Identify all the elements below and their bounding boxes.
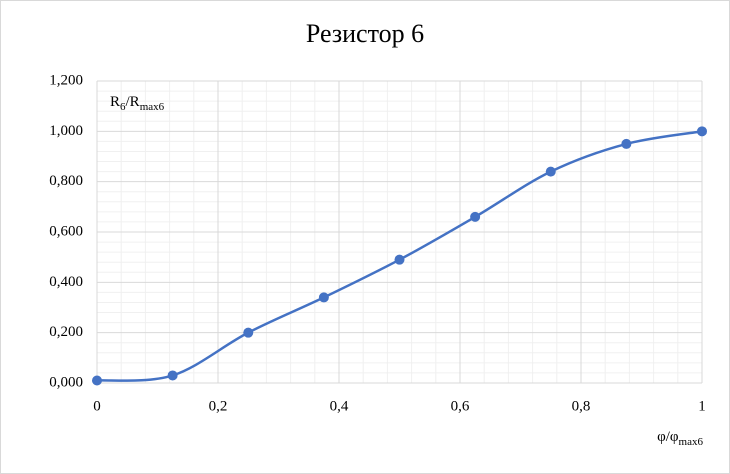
y-axis-label-part: 6 [120, 101, 126, 113]
y-tick-label: 1,200 [49, 72, 83, 88]
x-tick-label: 1 [698, 398, 706, 414]
y-axis-label: R6/Rmax6 [110, 94, 165, 112]
chart-title: Резистор 6 [306, 19, 424, 48]
x-axis-label-part: max6 [679, 436, 704, 448]
data-point [394, 254, 405, 265]
data-point [167, 370, 178, 381]
y-tick-label: 0,800 [49, 173, 83, 189]
data-point [243, 327, 254, 338]
x-tick-label: 0 [93, 398, 101, 414]
y-tick-label: 0,600 [49, 223, 83, 239]
x-axis-label-part: φ/φ [657, 429, 679, 445]
data-point [92, 375, 102, 386]
data-point [697, 126, 707, 137]
y-tick-label: 1,000 [49, 123, 83, 139]
y-axis-label-part: R [110, 94, 120, 110]
x-tick-label: 0,4 [330, 398, 349, 414]
data-point [621, 138, 632, 149]
x-tick-label: 0,8 [572, 398, 591, 414]
y-tick-label: 0,000 [49, 374, 83, 390]
x-axis-label: φ/φmax6 [657, 429, 703, 447]
data-point [545, 166, 556, 177]
y-tick-label: 0,400 [49, 274, 83, 290]
y-axis-label-part: max6 [140, 101, 165, 113]
data-point [318, 292, 329, 303]
y-axis-label-part: /R [126, 94, 140, 110]
y-tick-label: 0,200 [49, 324, 83, 340]
x-tick-label: 0,6 [451, 398, 470, 414]
data-point [470, 211, 481, 222]
x-tick-label: 0,2 [209, 398, 228, 414]
